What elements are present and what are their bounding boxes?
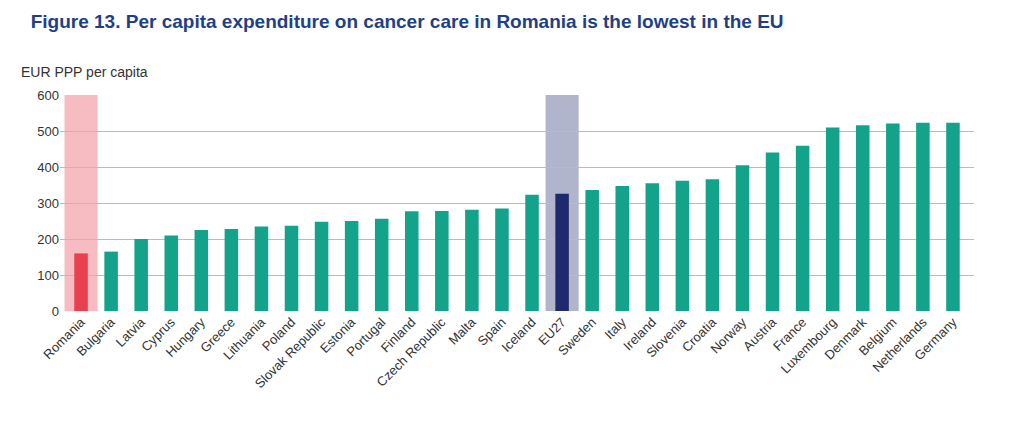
svg-text:Luxembourg: Luxembourg xyxy=(778,315,840,377)
svg-text:300: 300 xyxy=(37,196,59,211)
svg-text:Ireland: Ireland xyxy=(620,315,659,354)
svg-text:500: 500 xyxy=(37,124,59,139)
svg-text:Norway: Norway xyxy=(707,314,749,356)
svg-text:Finland: Finland xyxy=(378,315,419,356)
svg-text:Lithuania: Lithuania xyxy=(220,314,268,362)
svg-text:400: 400 xyxy=(37,160,59,175)
svg-text:Spain: Spain xyxy=(475,315,509,349)
svg-text:Figure 13. Per capita expendit: Figure 13. Per capita expenditure on can… xyxy=(31,11,784,32)
svg-text:Austria: Austria xyxy=(740,314,780,354)
svg-text:Malta: Malta xyxy=(446,314,480,348)
svg-text:Bulgaria: Bulgaria xyxy=(73,314,118,359)
svg-text:EUR PPP per capita: EUR PPP per capita xyxy=(21,64,148,80)
svg-text:600: 600 xyxy=(37,88,59,103)
svg-text:Portugal: Portugal xyxy=(344,315,389,360)
svg-text:Estonia: Estonia xyxy=(317,314,359,356)
svg-text:Belgium: Belgium xyxy=(856,315,900,359)
svg-text:Slovak Republic: Slovak Republic xyxy=(252,314,329,391)
svg-text:Italy: Italy xyxy=(601,314,629,342)
svg-text:Poland: Poland xyxy=(259,315,298,354)
svg-text:0: 0 xyxy=(52,304,59,319)
svg-text:Denmark: Denmark xyxy=(822,314,870,362)
svg-text:Croatia: Croatia xyxy=(679,314,720,355)
svg-text:Greece: Greece xyxy=(197,315,238,356)
svg-text:Hungary: Hungary xyxy=(163,314,209,360)
svg-text:100: 100 xyxy=(37,268,59,283)
svg-text:Czech Republic: Czech Republic xyxy=(374,314,449,389)
svg-text:Slovenia: Slovenia xyxy=(643,314,689,360)
svg-text:Cyprus: Cyprus xyxy=(138,314,178,354)
svg-text:EU27: EU27 xyxy=(535,315,569,349)
svg-text:Sweden: Sweden xyxy=(555,315,599,359)
svg-text:Germany: Germany xyxy=(911,314,960,363)
svg-text:200: 200 xyxy=(37,232,59,247)
svg-text:Netherlands: Netherlands xyxy=(869,314,930,375)
svg-text:Iceland: Iceland xyxy=(498,315,538,355)
svg-text:Romania: Romania xyxy=(40,314,88,362)
svg-text:France: France xyxy=(770,315,809,354)
svg-text:Latvia: Latvia xyxy=(113,314,149,350)
